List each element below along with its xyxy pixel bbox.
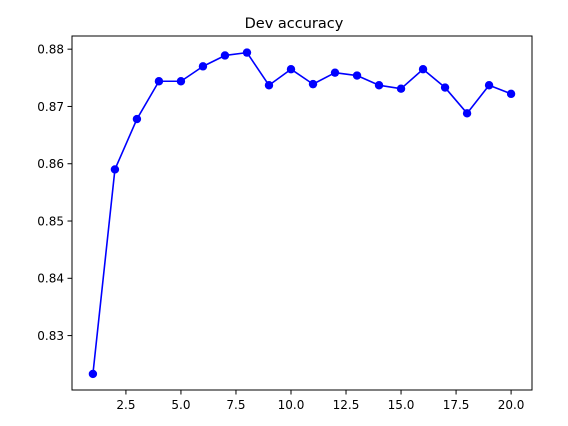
data-point (176, 77, 186, 86)
y-tick-label: 0.87 (37, 100, 64, 114)
data-point (374, 81, 384, 90)
data-point (264, 81, 274, 90)
x-tick-label: 2.5 (116, 398, 135, 412)
data-point (110, 165, 120, 174)
x-tick-label: 20.0 (498, 398, 525, 412)
data-point (396, 84, 406, 93)
x-tick-label: 15.0 (388, 398, 415, 412)
data-point (330, 68, 340, 77)
data-point (198, 62, 208, 71)
data-point (88, 369, 98, 379)
y-tick-label: 0.85 (37, 214, 64, 228)
data-point (352, 71, 362, 80)
y-tick-label: 0.84 (37, 272, 64, 286)
x-tick-label: 7.5 (226, 398, 245, 412)
data-point (440, 83, 450, 92)
data-point (462, 109, 472, 118)
data-point (484, 81, 494, 90)
data-point (132, 114, 142, 124)
y-tick-label: 0.86 (37, 157, 64, 171)
series-line (92, 51, 512, 375)
data-point (154, 77, 164, 86)
x-tick-label: 10.0 (278, 398, 305, 412)
y-tick-label: 0.83 (37, 329, 64, 343)
data-point (286, 65, 296, 74)
x-tick-label: 17.5 (443, 398, 470, 412)
y-tick-label: 0.88 (37, 42, 64, 56)
data-point (242, 48, 252, 57)
axes-frame (71, 35, 533, 391)
chart-title: Dev accuracy (245, 16, 344, 32)
plot-area: 2.5 5.0 7.5 10.0 12.5 15.0 17.5 20.0 0.83 0.84 0.8… (37, 35, 533, 412)
x-tick-label: 5.0 (171, 398, 190, 412)
data-point (220, 51, 230, 60)
data-point (308, 79, 318, 89)
data-point (506, 89, 516, 99)
x-tick-label: 12.5 (333, 398, 360, 412)
data-point (418, 65, 428, 74)
